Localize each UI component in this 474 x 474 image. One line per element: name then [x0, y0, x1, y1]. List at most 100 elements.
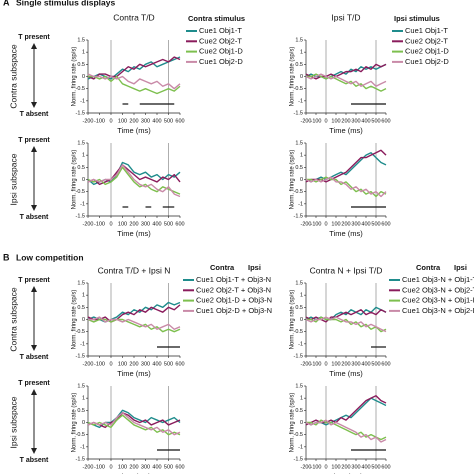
x-tick-label: 400	[152, 118, 161, 124]
y-tick-label: 0.5	[295, 165, 303, 171]
panel-letter: B	[3, 252, 10, 262]
series-line	[87, 73, 181, 90]
y-tick-label: 0.5	[77, 165, 85, 171]
y-tick-label: -1	[298, 98, 303, 104]
row-label: Ipsi subspace	[8, 396, 18, 448]
x-tick-label: -200	[300, 221, 311, 227]
chart-title: Ipsi T/D	[331, 12, 360, 22]
x-axis-label: Time (ms)	[117, 229, 151, 238]
row-top: T present	[18, 137, 50, 144]
y-tick-label: 1	[300, 153, 303, 159]
chart-title: Contra T/D + Ipsi N	[98, 265, 171, 275]
x-axis-label: Time (ms)	[329, 472, 363, 474]
x-tick-label: -100	[94, 118, 105, 124]
x-axis-label: Time (ms)	[329, 126, 363, 135]
series-line	[87, 412, 181, 429]
x-tick-label: 500	[164, 118, 173, 124]
x-tick-label: 0	[109, 221, 112, 227]
y-tick-label: 1	[82, 293, 85, 299]
x-tick-label: -100	[310, 361, 321, 367]
legend-label: Cue2 Obj1-D + Obj3-N	[196, 296, 272, 305]
y-axis-label: Norm. firing rate (sp/s)	[290, 47, 296, 107]
x-tick-label: 100	[331, 118, 340, 124]
series-line	[305, 73, 387, 87]
row-label: Contra subspace	[8, 44, 18, 109]
y-tick-label: -1	[80, 201, 85, 207]
y-tick-label: 0	[82, 74, 85, 80]
x-tick-label: -100	[94, 464, 105, 470]
y-tick-label: -0.5	[294, 432, 303, 438]
x-tick-label: 100	[118, 361, 127, 367]
y-axis-label: Norm. firing rate (sp/s)	[72, 290, 78, 350]
y-tick-label: -0.5	[76, 189, 85, 195]
y-tick-label: -0.5	[76, 86, 85, 92]
legend-label: Cue2 Obj1-D	[405, 47, 449, 56]
series-line	[305, 316, 387, 333]
x-tick-label: 600	[175, 118, 184, 124]
legend-label: Cue1 Obj2-D	[199, 57, 243, 66]
y-tick-label: 1	[300, 293, 303, 299]
x-tick-label: 600	[381, 118, 390, 124]
panel-title: Low competition	[16, 252, 84, 262]
x-tick-label: -200	[82, 361, 93, 367]
x-tick-label: 200	[341, 221, 350, 227]
x-tick-label: 600	[175, 361, 184, 367]
y-tick-label: 1.5	[77, 37, 85, 43]
y-tick-label: -1.5	[76, 353, 85, 359]
chart-title: Contra T/D	[113, 12, 154, 22]
y-tick-label: -1	[80, 341, 85, 347]
legend-title: Ipsi	[248, 263, 261, 272]
y-tick-label: 0	[300, 420, 303, 426]
x-tick-label: 600	[381, 464, 390, 470]
x-tick-label: 500	[371, 464, 380, 470]
x-tick-label: 100	[331, 361, 340, 367]
y-tick-label: -1.5	[294, 213, 303, 219]
x-tick-label: 500	[164, 221, 173, 227]
x-tick-label: 300	[351, 361, 360, 367]
series-line	[88, 75, 181, 95]
y-tick-label: 1	[82, 396, 85, 402]
x-tick-label: 400	[361, 464, 370, 470]
x-axis-label: Time (ms)	[329, 229, 363, 238]
y-tick-label: 1	[300, 396, 303, 402]
x-axis-label: Time (ms)	[329, 369, 363, 378]
series-line	[88, 316, 181, 330]
x-tick-label: 300	[351, 221, 360, 227]
y-tick-label: 0.5	[77, 62, 85, 68]
y-tick-label: 0.5	[77, 305, 85, 311]
x-tick-label: 0	[324, 464, 327, 470]
y-tick-label: -1	[298, 341, 303, 347]
series-line	[87, 56, 181, 80]
x-tick-label: 200	[341, 361, 350, 367]
y-axis-label: Norm. firing rate (sp/s)	[290, 150, 296, 210]
y-tick-label: -0.5	[76, 432, 85, 438]
y-tick-label: -1.5	[76, 110, 85, 116]
x-tick-label: 500	[371, 118, 380, 124]
x-tick-label: 300	[141, 118, 150, 124]
x-tick-label: 500	[371, 221, 380, 227]
y-axis-label: Norm. firing rate (sp/s)	[72, 150, 78, 210]
x-tick-label: -100	[310, 221, 321, 227]
x-tick-label: -200	[82, 118, 93, 124]
legend-title: Contra	[210, 263, 235, 272]
legend-label: Cue1 Obj3-N + Obj2-D	[402, 306, 474, 315]
x-tick-label: 400	[152, 464, 161, 470]
legend-label: Cue2 Obj2-T + Obj3-N	[196, 285, 271, 294]
x-axis-label: Time (ms)	[117, 126, 151, 135]
legend-title: Ipsi	[454, 263, 467, 272]
x-tick-label: 600	[175, 221, 184, 227]
series-line	[87, 166, 181, 195]
y-tick-label: -1.5	[294, 110, 303, 116]
y-tick-label: 0	[300, 74, 303, 80]
series-line	[305, 63, 387, 80]
row-bottom: T absent	[20, 354, 49, 361]
x-tick-label: -100	[94, 361, 105, 367]
x-tick-label: 100	[118, 221, 127, 227]
x-tick-label: -200	[82, 221, 93, 227]
y-tick-label: 0.5	[77, 408, 85, 414]
row-bottom: T absent	[20, 214, 49, 221]
row-bottom: T absent	[20, 111, 49, 118]
y-tick-label: 1.5	[295, 140, 303, 146]
x-tick-label: 300	[351, 464, 360, 470]
x-tick-label: 200	[341, 118, 350, 124]
